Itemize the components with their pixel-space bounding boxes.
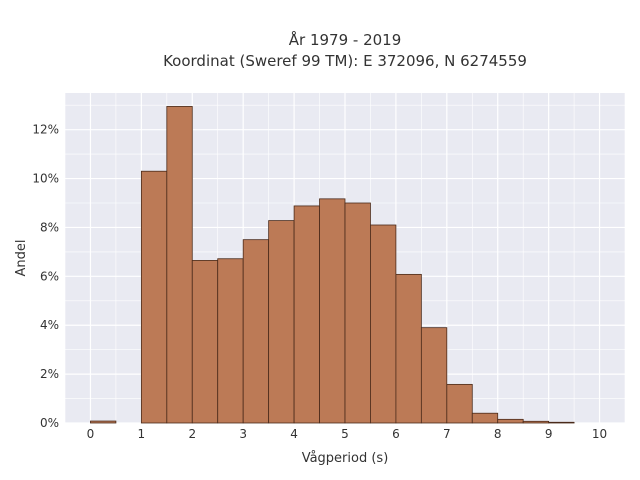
histogram-bar	[319, 198, 346, 424]
y-tick-label: 6%	[40, 269, 59, 283]
chart-title-line-2: Koordinat (Sweref 99 TM): E 372096, N 62…	[163, 52, 527, 70]
x-tick-label: 5	[341, 427, 349, 441]
histogram-bar	[217, 258, 244, 424]
x-tick-label: 7	[443, 427, 451, 441]
histogram-bar	[268, 220, 295, 424]
y-axis-title: Andel	[14, 240, 29, 277]
x-tick-label: 10	[592, 427, 607, 441]
y-tick-label: 2%	[40, 367, 59, 381]
histogram-bar	[370, 224, 397, 424]
x-tick-label: 8	[494, 427, 502, 441]
histogram-bar	[293, 205, 320, 424]
bars	[90, 106, 575, 424]
x-tick-label: 4	[290, 427, 298, 441]
y-tick-label: 10%	[32, 172, 59, 186]
x-axis-ticks: 0 1 2 3 4 5 6 7 8 9 10	[87, 427, 608, 441]
histogram-bar	[471, 412, 499, 424]
histogram-bar	[344, 202, 371, 424]
x-tick-label: 1	[138, 427, 146, 441]
y-tick-label: 8%	[40, 220, 59, 234]
x-tick-label: 9	[545, 427, 553, 441]
y-tick-label: 12%	[32, 123, 59, 137]
histogram-bar	[420, 327, 448, 424]
histogram-bar	[140, 170, 168, 424]
y-tick-label: 0%	[40, 416, 59, 430]
histogram-bar	[446, 383, 473, 424]
histogram-bar	[166, 106, 193, 424]
histogram-bar	[548, 421, 575, 424]
x-tick-label: 2	[188, 427, 196, 441]
x-axis-title: Vågperiod (s)	[302, 451, 389, 466]
x-tick-label: 6	[392, 427, 400, 441]
histogram-bar	[242, 239, 270, 424]
histogram-bar	[191, 260, 219, 424]
histogram-bar	[497, 418, 524, 424]
y-axis-ticks: 0% 2% 4% 6% 8% 10% 12%	[32, 123, 59, 430]
x-tick-label: 3	[239, 427, 247, 441]
y-tick-label: 4%	[40, 318, 59, 332]
chart-title-line-1: År 1979 - 2019	[289, 30, 402, 49]
histogram-bar	[90, 420, 117, 424]
x-tick-label: 0	[87, 427, 95, 441]
histogram-bar	[522, 420, 550, 424]
histogram-bar	[395, 273, 422, 424]
